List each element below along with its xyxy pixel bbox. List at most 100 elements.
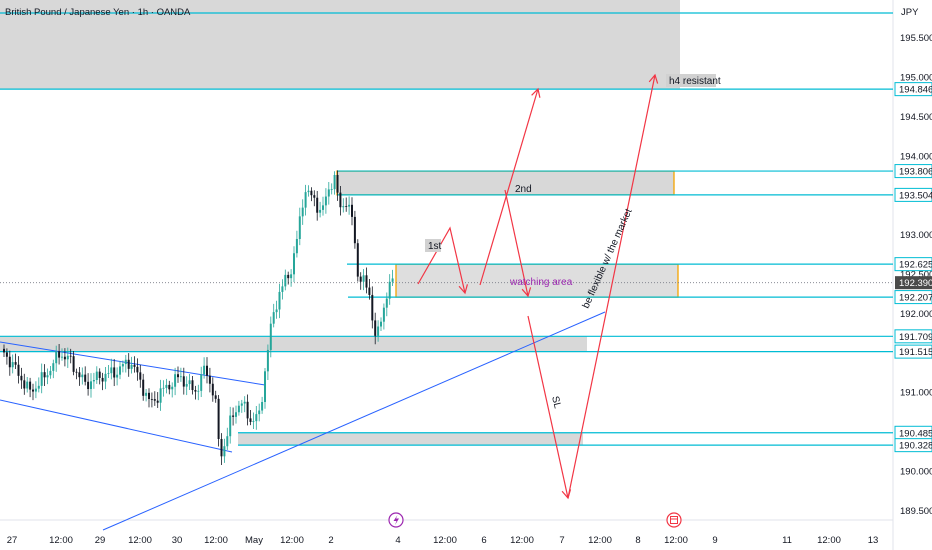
candle[interactable] (142, 373, 145, 401)
candle[interactable] (298, 207, 301, 246)
candle[interactable] (368, 279, 371, 300)
candle[interactable] (116, 367, 119, 386)
candle[interactable] (8, 350, 11, 376)
candle[interactable] (261, 396, 264, 414)
candle[interactable] (40, 363, 43, 394)
candle[interactable] (179, 367, 182, 382)
price-level-tag[interactable]: 190.328 (894, 438, 932, 453)
candle[interactable] (26, 376, 29, 393)
candle[interactable] (217, 394, 220, 447)
candle[interactable] (171, 382, 174, 398)
candle[interactable] (84, 366, 87, 386)
candle[interactable] (23, 373, 26, 395)
candle[interactable] (237, 400, 240, 416)
candle[interactable] (11, 354, 14, 374)
price-level-tag[interactable]: 191.515 (894, 344, 932, 359)
candle[interactable] (127, 353, 130, 377)
candle[interactable] (197, 384, 200, 401)
candle[interactable] (121, 360, 124, 373)
calendar-event-icon[interactable] (666, 512, 682, 528)
rising-trendline[interactable] (102, 311, 606, 531)
candle[interactable] (43, 364, 46, 386)
watching-area-label[interactable]: watching area (509, 277, 573, 288)
candle[interactable] (365, 267, 368, 294)
candle[interactable] (32, 383, 34, 401)
candle[interactable] (351, 197, 353, 226)
candle[interactable] (246, 394, 249, 426)
candle[interactable] (264, 367, 266, 409)
candle[interactable] (287, 271, 290, 285)
candle[interactable] (72, 351, 75, 376)
arrow-to-h4-resistance[interactable] (479, 87, 541, 286)
zone-rect[interactable] (238, 432, 583, 446)
candle[interactable] (136, 358, 139, 381)
candle[interactable] (194, 385, 197, 400)
candle[interactable] (284, 269, 287, 291)
candle[interactable] (220, 433, 223, 465)
candle[interactable] (124, 354, 127, 373)
candle[interactable] (374, 312, 377, 345)
candle[interactable] (61, 348, 63, 361)
candle[interactable] (232, 407, 235, 426)
candle[interactable] (5, 348, 8, 365)
price-level-tag[interactable]: 192.207 (894, 290, 932, 305)
candle[interactable] (159, 379, 162, 411)
candle[interactable] (385, 292, 388, 317)
candle[interactable] (235, 405, 237, 424)
candle[interactable] (342, 198, 345, 213)
candle[interactable] (139, 364, 142, 388)
candle[interactable] (319, 201, 322, 218)
candle[interactable] (391, 269, 394, 286)
lightning-event-icon[interactable] (388, 512, 404, 528)
candle[interactable] (324, 188, 327, 214)
first-entry-label[interactable]: 1st (428, 241, 442, 252)
candle[interactable] (182, 367, 185, 395)
candle[interactable] (191, 375, 194, 395)
zone-rect[interactable] (395, 263, 679, 298)
candle[interactable] (330, 183, 333, 195)
candle[interactable] (150, 392, 153, 408)
candle[interactable] (58, 343, 61, 365)
candle[interactable] (377, 320, 380, 342)
candle[interactable] (87, 373, 90, 396)
candle[interactable] (339, 186, 342, 216)
candle[interactable] (380, 317, 382, 331)
candle[interactable] (310, 187, 313, 202)
candle[interactable] (307, 185, 310, 197)
candle[interactable] (290, 269, 293, 287)
candle[interactable] (258, 403, 261, 422)
candle[interactable] (20, 367, 23, 389)
zone-rect[interactable] (0, 0, 680, 90)
candle[interactable] (119, 360, 121, 380)
candle[interactable] (362, 268, 365, 291)
candle[interactable] (316, 190, 319, 221)
price-level-tag[interactable]: 194.846 (894, 82, 932, 97)
candle[interactable] (353, 210, 356, 249)
price-level-tag[interactable]: 193.806 (894, 164, 932, 179)
candle[interactable] (252, 412, 255, 429)
candle[interactable] (333, 171, 336, 195)
candle[interactable] (162, 380, 165, 397)
candle[interactable] (110, 358, 113, 380)
price-level-tag[interactable]: 190.485 (894, 425, 932, 440)
candle[interactable] (92, 372, 95, 389)
candle[interactable] (313, 190, 316, 207)
candle[interactable] (156, 392, 159, 408)
candle[interactable] (206, 357, 208, 384)
candle[interactable] (304, 184, 307, 216)
candle[interactable] (229, 406, 232, 444)
candle[interactable] (327, 182, 330, 205)
candle[interactable] (49, 366, 52, 379)
candle[interactable] (63, 348, 66, 367)
h4-resistant-label[interactable]: h4 resistant (669, 76, 721, 87)
candle[interactable] (46, 368, 49, 385)
candle[interactable] (356, 239, 359, 282)
arrow-flexible-scenario[interactable] (567, 73, 659, 499)
candle[interactable] (266, 344, 269, 380)
candle[interactable] (272, 303, 275, 328)
candle[interactable] (203, 357, 206, 379)
candle[interactable] (336, 170, 339, 201)
candle[interactable] (208, 367, 211, 393)
candle[interactable] (17, 356, 20, 384)
